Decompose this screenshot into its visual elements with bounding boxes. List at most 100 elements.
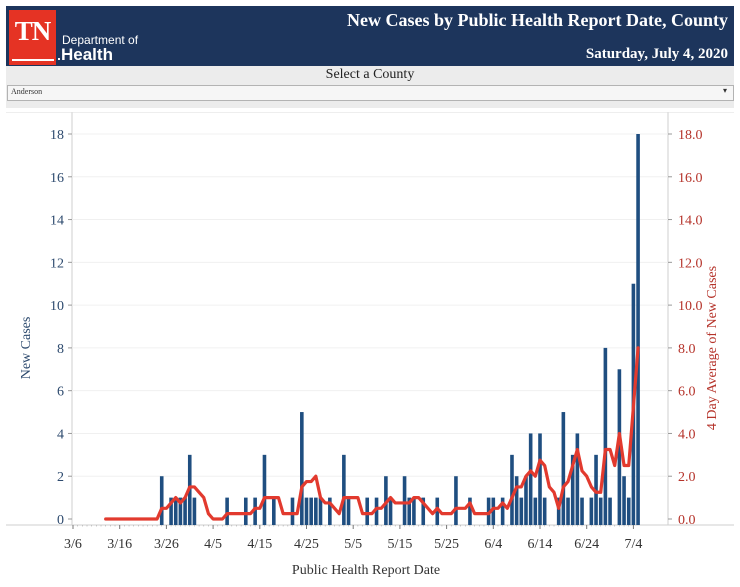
bar xyxy=(617,369,622,525)
x-tick-label: 6/4 xyxy=(484,537,502,552)
chart-area: 0 2 4 6 8 10 12 14 16 18 0.0 2.0 4.0 6.0 8.0 10.0 12.0 14… xyxy=(6,111,734,582)
bar xyxy=(514,476,519,525)
bar xyxy=(290,497,295,525)
bar xyxy=(454,476,458,525)
county-filter: Select a County Anderson ▾ xyxy=(6,66,734,108)
y2-tick-label: 2.0 xyxy=(678,470,696,485)
bar xyxy=(169,497,173,525)
x-tick-label: 5/15 xyxy=(387,537,412,552)
bar xyxy=(636,134,640,525)
bar xyxy=(524,476,528,525)
bar xyxy=(626,497,631,525)
bar xyxy=(533,497,538,525)
bar xyxy=(402,476,407,525)
bar xyxy=(566,497,570,525)
bar xyxy=(603,347,608,525)
bar xyxy=(561,412,566,525)
bar xyxy=(491,497,496,525)
header-banner: TN Department of Health New Cases by Pub… xyxy=(6,6,734,66)
x-tick-label: 3/26 xyxy=(154,537,179,552)
bar xyxy=(304,497,309,525)
y2-tick-label: 14.0 xyxy=(678,214,703,229)
bar xyxy=(556,497,561,525)
y-tick-label: 6 xyxy=(57,385,64,400)
x-tick-label: 5/5 xyxy=(344,537,362,552)
x-tick-label: 4/15 xyxy=(247,537,272,552)
bar xyxy=(580,497,584,525)
bar xyxy=(328,497,332,525)
cases-chart: 0 2 4 6 8 10 12 14 16 18 0.0 2.0 4.0 6.0 8.0 10.0 12.0 14… xyxy=(6,111,734,578)
x-tick-label: 4/5 xyxy=(204,537,222,552)
bar xyxy=(538,433,542,525)
bar xyxy=(608,497,612,525)
y2-tick-label: 0.0 xyxy=(678,513,696,528)
y-tick-label: 8 xyxy=(57,342,64,357)
bar xyxy=(309,497,313,525)
y-tick-label: 4 xyxy=(57,427,64,442)
x-tick-label: 5/25 xyxy=(434,537,459,552)
y-tick-label: 16 xyxy=(50,171,64,186)
county-select-value: Anderson xyxy=(11,87,43,96)
county-select[interactable]: Anderson ▾ xyxy=(7,85,734,101)
x-tick-label: 4/25 xyxy=(294,537,319,552)
bar xyxy=(421,497,426,525)
bar xyxy=(468,497,472,525)
bar xyxy=(598,497,603,525)
bar xyxy=(183,497,187,525)
y-tick-label: 18 xyxy=(50,128,64,143)
bar xyxy=(407,497,412,525)
y2-tick-label: 10.0 xyxy=(678,299,703,314)
bar xyxy=(314,497,318,525)
bar xyxy=(365,497,370,525)
y-tick-label: 10 xyxy=(50,299,64,314)
bar xyxy=(346,497,351,525)
bar xyxy=(528,433,533,525)
y2-tick-label: 8.0 xyxy=(678,342,696,357)
y-tick-label: 14 xyxy=(50,214,64,229)
bar xyxy=(318,497,323,525)
bar xyxy=(192,497,197,525)
bar xyxy=(500,497,505,525)
bar xyxy=(374,497,379,525)
bar xyxy=(388,497,393,525)
bar xyxy=(435,497,440,525)
bar xyxy=(342,454,346,525)
bar xyxy=(272,497,276,525)
bar xyxy=(542,497,547,525)
bar xyxy=(570,454,575,525)
dept-line1: Department of xyxy=(62,33,139,47)
bar xyxy=(178,497,183,525)
x-tick-label: 3/6 xyxy=(64,537,82,552)
x-tick-label: 7/4 xyxy=(624,537,642,552)
logo-underline xyxy=(12,59,54,61)
bar xyxy=(225,497,229,525)
bar xyxy=(510,454,514,525)
bar xyxy=(159,476,164,525)
bar xyxy=(519,497,524,525)
y2-tick-label: 6.0 xyxy=(678,385,696,400)
bar xyxy=(589,497,594,525)
y2-axis-label: 4 Day Average of New Cases xyxy=(705,266,720,430)
page-title: New Cases by Public Health Report Date, … xyxy=(347,10,728,30)
y2-tick-label: 16.0 xyxy=(678,171,703,186)
dept-line2: Health xyxy=(61,45,113,64)
x-axis-label: Public Health Report Date xyxy=(292,563,440,578)
avg-line xyxy=(104,346,640,521)
bar xyxy=(300,412,304,525)
bar xyxy=(262,454,267,525)
logo-text: TN xyxy=(14,16,52,46)
y2-tick-label: 18.0 xyxy=(678,128,703,143)
chevron-down-icon[interactable]: ▾ xyxy=(722,86,727,95)
tn-logo: TN xyxy=(9,10,56,65)
bar xyxy=(412,497,416,525)
y2-tick-label: 4.0 xyxy=(678,427,696,442)
report-date: Saturday, July 4, 2020 xyxy=(585,46,728,62)
bar xyxy=(173,497,178,525)
county-filter-label: Select a County xyxy=(325,67,415,82)
bar xyxy=(253,497,257,525)
bar xyxy=(575,433,580,525)
x-tick-label: 6/14 xyxy=(528,537,553,552)
x-tick-label: 6/24 xyxy=(574,537,599,552)
bar xyxy=(622,476,626,525)
y-tick-label: 12 xyxy=(50,256,64,271)
